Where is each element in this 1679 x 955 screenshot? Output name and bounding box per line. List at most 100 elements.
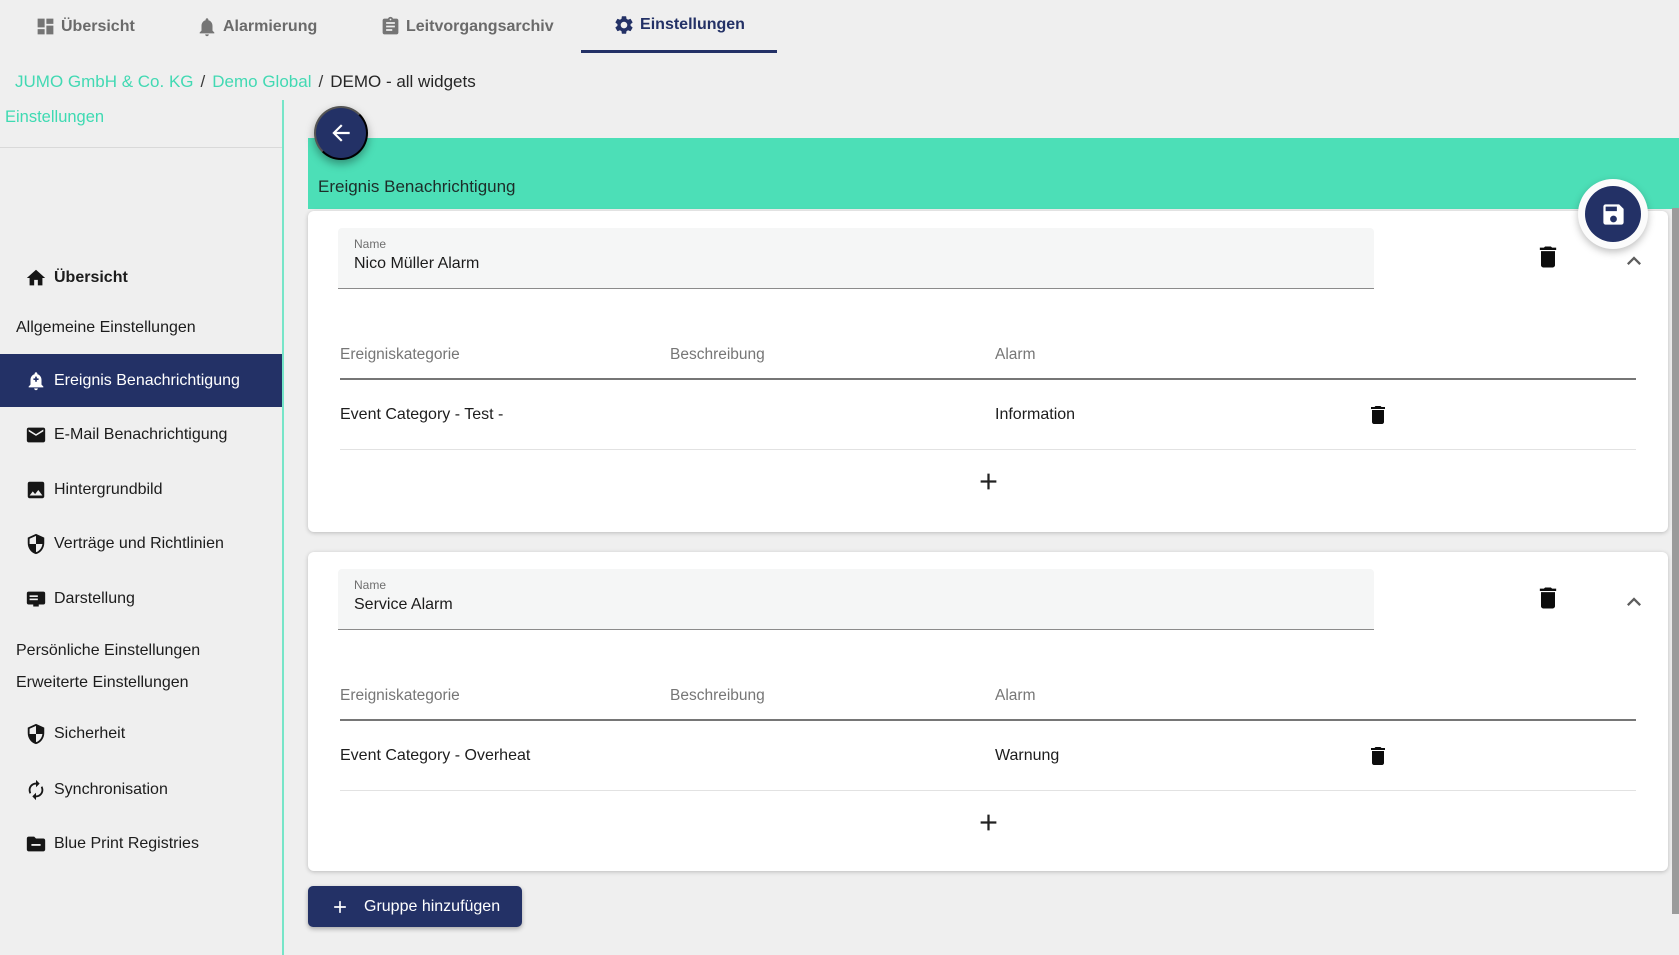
sidebar-item-vertraege-und-richtlinien[interactable]: Verträge und Richtlinien (0, 518, 282, 570)
trash-icon (1534, 243, 1562, 271)
scrollbar-thumb[interactable] (1672, 208, 1679, 914)
notification-group-card: Name Ereigniskategorie Beschreibung Alar… (308, 552, 1668, 871)
top-navigation: Übersicht Alarmierung Leitvorgangsarchiv… (0, 0, 1679, 54)
add-group-button[interactable]: Gruppe hinzufügen (308, 886, 523, 927)
save-icon (1600, 201, 1627, 228)
tab-label: Leitvorgangsarchiv (406, 17, 554, 35)
delete-row-button[interactable] (1366, 744, 1390, 768)
sidebar-item-sicherheit[interactable]: Sicherheit (0, 708, 282, 760)
sidebar-item-label: Übersicht (54, 269, 128, 286)
sync-icon (25, 779, 47, 801)
breadcrumb-separator: / (200, 72, 206, 91)
notification-group-card: Name Ereigniskategorie Beschreibung Alar… (308, 211, 1668, 532)
collapse-group-button[interactable] (1620, 247, 1648, 275)
group-name-input[interactable] (354, 596, 1358, 614)
tab-label: Übersicht (61, 17, 135, 35)
column-header-description: Beschreibung (670, 346, 765, 363)
settings-sidebar: Einstellungen Übersicht Allgemeine Einst… (0, 100, 282, 955)
back-button[interactable] (314, 106, 368, 160)
image-icon (25, 479, 47, 501)
arrow-left-icon (328, 120, 354, 146)
sidebar-item-erweiterte-einstellungen[interactable]: Erweiterte Einstellungen (0, 665, 282, 701)
sidebar-item-allgemeine-einstellungen[interactable]: Allgemeine Einstellungen (0, 310, 282, 346)
breadcrumb-separator: / (318, 72, 324, 91)
breadcrumb-current: DEMO - all widgets (330, 72, 476, 91)
name-field-label: Name (354, 237, 387, 251)
plus-icon (975, 809, 1002, 836)
sidebar-item-blue-print-registries[interactable]: Blue Print Registries (0, 818, 282, 870)
sidebar-item-hintergrundbild[interactable]: Hintergrundbild (0, 464, 282, 516)
chevron-up-icon (1620, 247, 1648, 275)
trash-icon (1366, 744, 1390, 768)
trash-icon (1366, 403, 1390, 427)
sidebar-item-label: E-Mail Benachrichtigung (54, 426, 228, 443)
shield-icon (25, 723, 47, 745)
add-row-button[interactable] (975, 468, 1002, 495)
add-group-label: Gruppe hinzufügen (364, 897, 501, 915)
section-title: Ereignis Benachrichtigung (318, 177, 516, 196)
cell-category: Event Category - Test - (340, 405, 504, 423)
cell-alarm: Information (995, 405, 1076, 423)
sidebar-item-darstellung[interactable]: Darstellung (0, 573, 282, 625)
sidebar-item-label: Synchronisation (54, 781, 168, 798)
tab-label: Einstellungen (640, 16, 745, 33)
tab-label: Alarmierung (223, 17, 318, 35)
column-header-description: Beschreibung (670, 687, 765, 704)
event-rules-table: Ereigniskategorie Beschreibung Alarm Eve… (340, 673, 1636, 853)
home-icon (25, 267, 47, 289)
sidebar-item-label: Ereignis Benachrichtigung (54, 371, 240, 389)
sidebar-item-label: Persönliche Einstellungen (16, 642, 201, 659)
group-name-field[interactable]: Name (338, 569, 1374, 630)
add-row-button[interactable] (975, 809, 1002, 836)
display-list-icon (25, 588, 47, 610)
sidebar-content-divider (282, 100, 284, 955)
breadcrumb-link-tenant[interactable]: Demo Global (212, 72, 312, 91)
sidebar-item-label: Sicherheit (54, 725, 126, 742)
chevron-up-icon (1620, 588, 1648, 616)
sidebar-item-ereignis-benachrichtigung[interactable]: Ereignis Benachrichtigung (0, 354, 282, 407)
sidebar-item-label: Blue Print Registries (54, 835, 199, 852)
tab-einstellungen[interactable]: Einstellungen (581, 0, 777, 53)
save-button[interactable] (1578, 179, 1648, 249)
table-row: Event Category - Test - Information (340, 380, 1636, 450)
sidebar-item-synchronisation[interactable]: Synchronisation (0, 764, 282, 816)
cell-category: Event Category - Overheat (340, 746, 531, 764)
sidebar-item-label: Erweiterte Einstellungen (16, 674, 189, 691)
cell-alarm: Warnung (995, 746, 1060, 764)
group-name-input[interactable] (354, 255, 1358, 273)
tab-alarmierung[interactable]: Alarmierung (196, 0, 317, 53)
sidebar-item-email-benachrichtigung[interactable]: E-Mail Benachrichtigung (0, 409, 282, 461)
sidebar-item-uebersicht[interactable]: Übersicht (0, 252, 282, 304)
event-rules-table: Ereigniskategorie Beschreibung Alarm Eve… (340, 332, 1636, 512)
table-row: Event Category - Overheat Warnung (340, 721, 1636, 791)
sidebar-item-label: Allgemeine Einstellungen (16, 319, 196, 336)
sidebar-item-persoenliche-einstellungen[interactable]: Persönliche Einstellungen (0, 633, 282, 669)
tab-leitvorgangsarchiv[interactable]: Leitvorgangsarchiv (380, 0, 554, 53)
table-header-row: Ereigniskategorie Beschreibung Alarm (340, 332, 1636, 380)
table-header-row: Ereigniskategorie Beschreibung Alarm (340, 673, 1636, 721)
mail-icon (25, 424, 47, 446)
column-header-category: Ereigniskategorie (340, 346, 460, 363)
column-header-alarm: Alarm (995, 346, 1036, 363)
collapse-group-button[interactable] (1620, 588, 1648, 616)
column-header-alarm: Alarm (995, 687, 1036, 704)
delete-group-button[interactable] (1534, 584, 1562, 612)
tab-uebersicht[interactable]: Übersicht (35, 0, 135, 53)
group-name-field[interactable]: Name (338, 228, 1374, 289)
delete-row-button[interactable] (1366, 403, 1390, 427)
notification-add-icon (25, 370, 47, 392)
sidebar-item-label: Hintergrundbild (54, 481, 163, 498)
clipboard-icon (380, 16, 401, 37)
dashboard-icon (35, 16, 56, 37)
shield-icon (25, 533, 47, 555)
name-field-label: Name (354, 578, 387, 592)
breadcrumb-link-company[interactable]: JUMO GmbH & Co. KG (15, 72, 194, 91)
breadcrumb: JUMO GmbH & Co. KG / Demo Global / DEMO … (15, 72, 476, 92)
plus-icon (330, 897, 350, 917)
sidebar-item-label: Verträge und Richtlinien (54, 535, 224, 552)
sidebar-title: Einstellungen (5, 108, 105, 126)
trash-icon (1534, 584, 1562, 612)
delete-group-button[interactable] (1534, 243, 1562, 271)
sidebar-item-label: Darstellung (54, 590, 135, 607)
gear-icon (613, 14, 635, 36)
